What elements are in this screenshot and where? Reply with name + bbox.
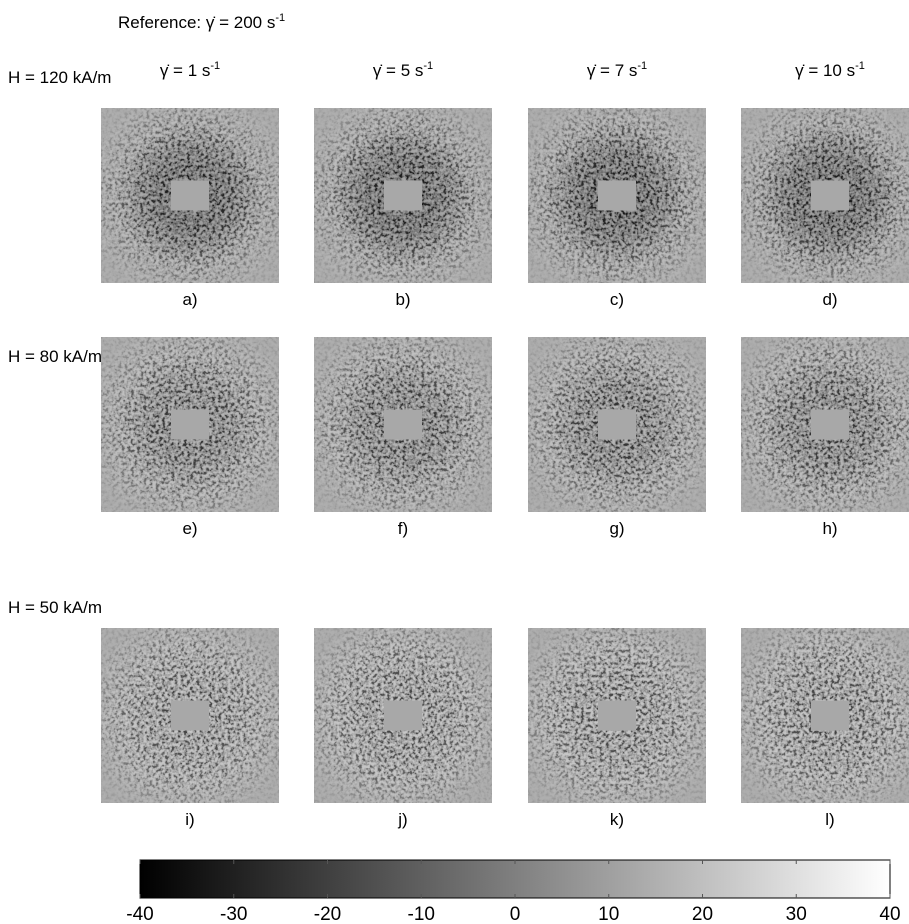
column-header: γ̇ = 5 s-1 [373,60,433,80]
colorbar [140,860,890,898]
column-header-main: γ̇ = 1 s [160,61,211,80]
panel-label: g) [609,519,624,538]
row-label: H = 120 kA/m [8,68,111,87]
panel-image [101,628,279,803]
column-header-main: γ̇ = 5 s [373,61,424,80]
column-header-sup: -1 [210,60,220,72]
panel-label: a) [182,290,197,309]
column-header: γ̇ = 1 s-1 [160,60,220,80]
panel-image [741,337,909,512]
figure: Reference: γ̇ = 200 s-1γ̇ = 1 s-1γ̇ = 5 … [0,0,909,924]
colorbar-tick-label: -10 [408,904,435,924]
panel-image [528,628,706,803]
column-header-main: γ̇ = 10 s [795,61,855,80]
panel-image [528,337,706,512]
colorbar-tick-label: -30 [220,904,247,924]
colorbar-tick-label: -20 [314,904,341,924]
panel-image [314,628,492,803]
column-header: γ̇ = 7 s-1 [587,60,647,80]
panel-image [101,337,279,512]
panel-label: h) [822,519,837,538]
colorbar-tick-label: 40 [879,904,900,924]
panel-label: e) [182,519,197,538]
panel-label: d) [822,290,837,309]
column-header: γ̇ = 10 s-1 [795,60,865,80]
panel-label: c) [610,290,624,309]
panel-image [101,108,279,283]
panel-label: k) [610,810,624,829]
column-header-sup: -1 [637,60,647,72]
panel-image [528,108,706,283]
panel-image [741,628,909,803]
panel-label: f) [398,519,408,538]
panel-label: i) [185,810,194,829]
colorbar-tick-label: -40 [126,904,153,924]
column-header-sup: -1 [855,60,865,72]
panel-label: j) [397,810,407,829]
panel-label: l) [825,810,834,829]
row-label: H = 80 kA/m [8,347,102,366]
column-header-main: γ̇ = 7 s [587,61,638,80]
colorbar-tick-label: 10 [598,904,619,924]
panel-image [314,337,492,512]
colorbar-tick-label: 20 [692,904,713,924]
panel-image [741,108,909,283]
reference-label-sup: -1 [275,12,285,24]
row-label: H = 50 kA/m [8,598,102,617]
reference-label-main: Reference: γ̇ = 200 s [118,13,275,32]
colorbar-tick-label: 0 [510,904,521,924]
column-header-sup: -1 [423,60,433,72]
reference-label: Reference: γ̇ = 200 s-1 [118,12,285,32]
panel-label: b) [395,290,410,309]
colorbar-tick-label: 30 [786,904,807,924]
panel-image [314,108,492,283]
